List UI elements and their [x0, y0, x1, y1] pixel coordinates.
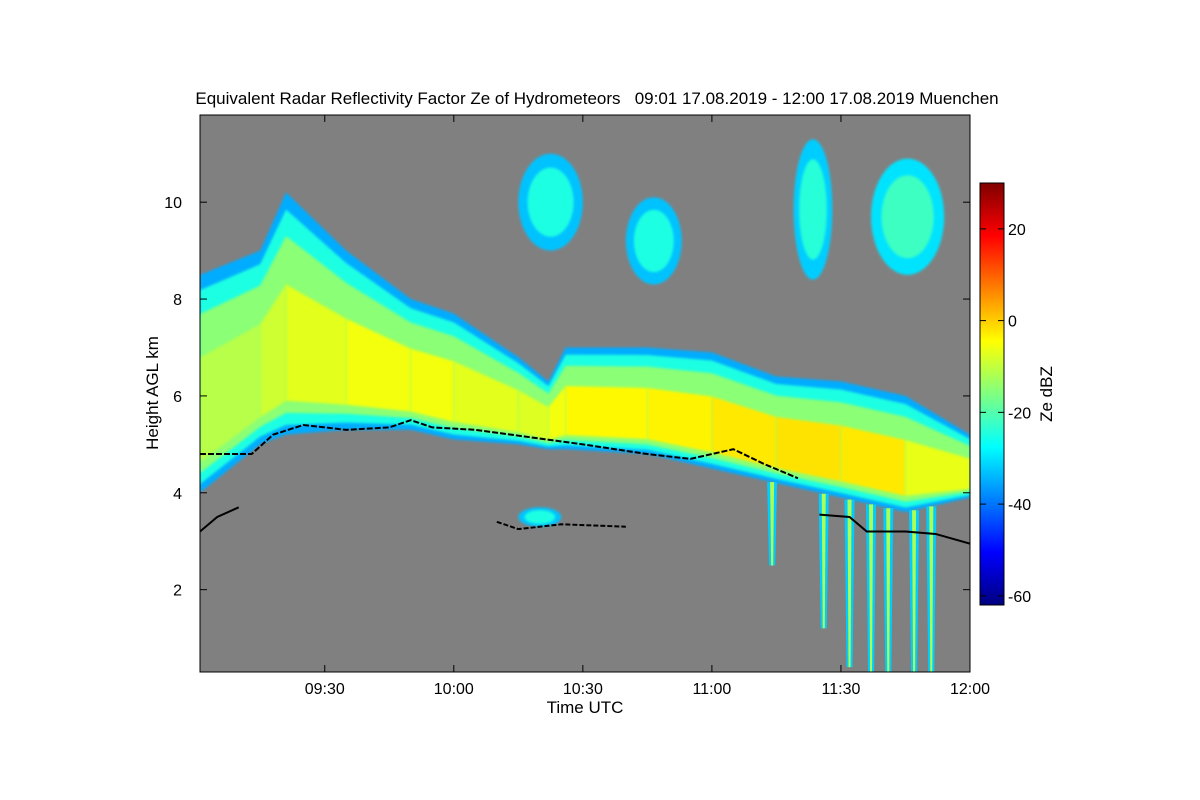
colorbar-tick-label: -40 [1008, 497, 1031, 514]
y-tick-label: 4 [173, 486, 182, 503]
fall-streak-core [912, 510, 917, 672]
y-tick-label: 2 [173, 583, 182, 600]
x-axis-label: Time UTC [547, 698, 624, 717]
echo-patch-core [799, 159, 827, 260]
x-tick-label: 10:00 [434, 681, 474, 698]
main-layer-core [905, 440, 970, 496]
fall-streak-core [869, 504, 874, 672]
echo-patch-core [633, 209, 674, 273]
cloud-base-line [496, 520, 626, 531]
colorbar: 20 0 -20 -40 -60 Ze dBZ [979, 182, 1056, 606]
main-layer-core [286, 284, 347, 405]
main-layer-core [647, 387, 712, 453]
detected-lines [200, 419, 970, 545]
main-layer-core [453, 361, 519, 433]
colorbar-tick-label: 0 [1008, 314, 1017, 331]
echo-field [200, 139, 970, 672]
main-layer-core [840, 425, 906, 496]
echo-patch-core [527, 167, 574, 237]
main-layer-core [548, 386, 566, 440]
main-layer-core [200, 324, 261, 463]
colorbar-tick-label: 20 [1008, 222, 1026, 239]
cloud-base-line [200, 506, 240, 533]
x-tick-label: 10:30 [563, 681, 603, 698]
x-axis: 09:30 10:00 10:30 11:00 11:30 12:00 [305, 115, 990, 698]
x-tick-label: 09:30 [305, 681, 345, 698]
echo-patch-core [524, 510, 556, 524]
chart-title: Equivalent Radar Reflectivity Factor Ze … [195, 89, 998, 108]
fall-streak-core [770, 482, 775, 566]
x-tick-label: 11:30 [822, 681, 861, 698]
colorbar-label: Ze dBZ [1037, 366, 1056, 422]
main-layer-core [346, 318, 411, 412]
main-layer-core [776, 417, 841, 482]
y-tick-label: 8 [173, 292, 182, 309]
plot-frame [199, 114, 971, 673]
main-layer-core [518, 390, 549, 440]
fall-streak-core [847, 499, 852, 668]
fall-streak-core [821, 493, 826, 629]
y-tick-label: 6 [173, 389, 182, 406]
y-tick-label: 10 [164, 195, 182, 212]
y-axis: 2 4 6 8 10 [164, 195, 970, 600]
colorbar-ticks: 20 0 -20 -40 -60 [980, 222, 1031, 606]
colorbar-scale [979, 182, 1005, 606]
x-tick-label: 12:00 [950, 681, 990, 698]
colorbar-tick-label: -60 [1008, 589, 1031, 606]
x-tick-label: 11:00 [692, 681, 731, 698]
main-layer-core [565, 386, 648, 440]
main-layer-core [260, 284, 287, 418]
y-axis-label: Height AGL km [143, 336, 162, 450]
fall-streak-core [886, 508, 891, 672]
fall-streak-core [929, 506, 934, 672]
melting-layer-line [200, 419, 799, 480]
main-layer-core [410, 348, 454, 422]
cloud-base-line [819, 513, 970, 545]
colorbar-tick-label: -20 [1008, 405, 1031, 422]
echo-patch-core [881, 175, 934, 259]
main-layer-core [711, 396, 777, 469]
